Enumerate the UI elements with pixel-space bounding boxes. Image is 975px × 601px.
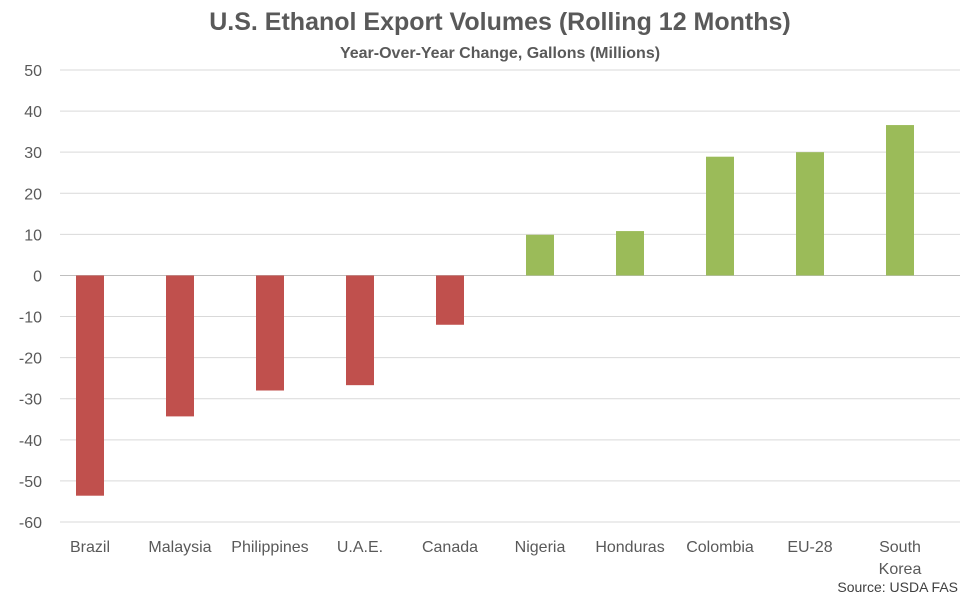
y-tick-label: -40: [19, 433, 42, 450]
y-tick-label: -50: [19, 474, 42, 491]
x-tick-label: South Korea: [879, 539, 922, 578]
x-tick-label: Honduras: [595, 539, 664, 556]
y-tick-label: -60: [19, 515, 42, 532]
bar-u-a-e: [346, 275, 374, 386]
x-axis-ticks: Brazil Malaysia Philippines U.A.E. Canada Nig…: [70, 539, 921, 578]
y-tick-label: 40: [24, 104, 42, 121]
y-tick-label: 20: [24, 186, 42, 203]
chart-title: U.S. Ethanol Export Volumes (Rolling 12 …: [209, 8, 791, 36]
bar-honduras: [616, 231, 644, 276]
x-tick-label: U.A.E.: [337, 539, 383, 556]
x-tick-label: Colombia: [686, 539, 754, 556]
bar-colombia: [706, 156, 734, 276]
y-tick-label: 30: [24, 145, 42, 162]
x-tick-label: Malaysia: [148, 539, 211, 556]
bar-brazil: [76, 275, 104, 496]
y-axis-ticks: 50 40 30 20 10 0 -10 -20 -30 -40 -50 -60: [19, 63, 42, 532]
chart-subtitle: Year-Over-Year Change, Gallons (Millions…: [340, 45, 660, 62]
y-tick-label: -10: [19, 310, 42, 327]
x-tick-label: Canada: [422, 539, 478, 556]
bar-nigeria: [526, 234, 554, 276]
x-tick-label: Nigeria: [515, 539, 566, 556]
y-tick-label: -30: [19, 392, 42, 409]
y-tick-label: 0: [33, 268, 42, 285]
y-tick-label: 10: [24, 227, 42, 244]
grid-layer: [60, 69, 960, 523]
bar-south-korea: [886, 125, 914, 276]
x-tick-label: Philippines: [231, 539, 308, 556]
bar-layer: [76, 125, 914, 496]
bar-malaysia: [166, 275, 194, 417]
bar-canada: [436, 275, 464, 325]
y-tick-label: -20: [19, 351, 42, 368]
bar-philippines: [256, 275, 284, 391]
x-tick-label: EU-28: [787, 539, 832, 556]
bar-eu-28: [796, 152, 824, 276]
x-tick-label: Brazil: [70, 539, 110, 556]
source-note: Source: USDA FAS: [837, 579, 958, 595]
y-tick-label: 50: [24, 63, 42, 80]
